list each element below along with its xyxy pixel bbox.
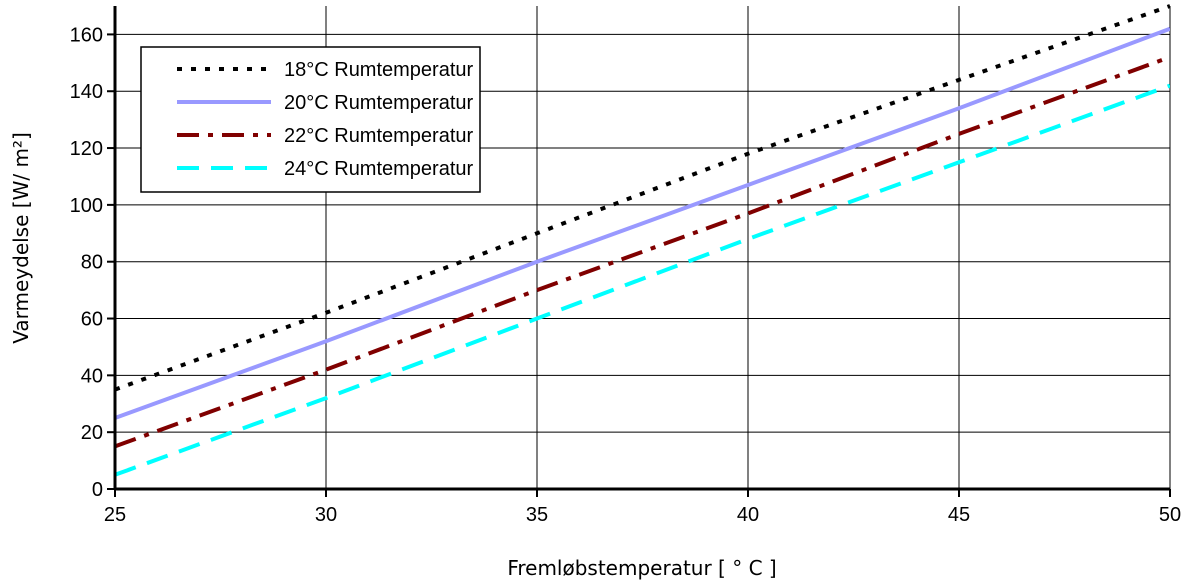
series-lines [115, 4, 1170, 477]
series-line-3 [115, 55, 1170, 449]
legend-item: 24°C Rumtemperatur [177, 158, 474, 180]
y-tick-label: 160 [70, 24, 103, 46]
y-axis-label: Varmeydelse [W/ m²] [9, 132, 33, 344]
y-tick-label: 120 [70, 138, 103, 160]
legend: 18°C Rumtemperatur 20°C Rumtemperatur 22°C… [140, 46, 481, 193]
x-tick-label: 45 [948, 504, 970, 526]
y-tick-label: 40 [81, 365, 103, 387]
x-tick-label: 35 [526, 504, 548, 526]
y-ticks: 0 20 40 60 80 100 120 140 160 [70, 24, 115, 501]
x-tick-label: 50 [1159, 504, 1181, 526]
legend-item: 18°C Rumtemperatur [177, 59, 474, 81]
legend-label: 18°C Rumtemperatur [284, 59, 474, 81]
y-tick-label: 80 [81, 252, 103, 274]
y-tick-label: 100 [70, 195, 103, 217]
x-tick-label: 25 [104, 504, 126, 526]
x-ticks: 25 30 35 40 45 50 [104, 489, 1181, 526]
legend-label: 20°C Rumtemperatur [284, 92, 474, 114]
y-tick-label: 0 [92, 479, 103, 501]
series-line-4 [115, 83, 1170, 477]
x-tick-label: 40 [737, 504, 759, 526]
legend-item: 22°C Rumtemperatur [177, 125, 474, 147]
y-tick-label: 60 [81, 309, 103, 331]
legend-label: 22°C Rumtemperatur [284, 125, 474, 147]
x-axis-label: Fremløbstemperatur [ ° C ] [507, 556, 776, 580]
series-line-2 [115, 26, 1170, 420]
y-tick-label: 140 [70, 81, 103, 103]
legend-label: 24°C Rumtemperatur [284, 158, 474, 180]
y-tick-label: 20 [81, 422, 103, 444]
x-tick-label: 30 [315, 504, 337, 526]
legend-item: 20°C Rumtemperatur [177, 92, 474, 114]
series-line-1 [115, 4, 1170, 392]
axes [113, 6, 1170, 491]
